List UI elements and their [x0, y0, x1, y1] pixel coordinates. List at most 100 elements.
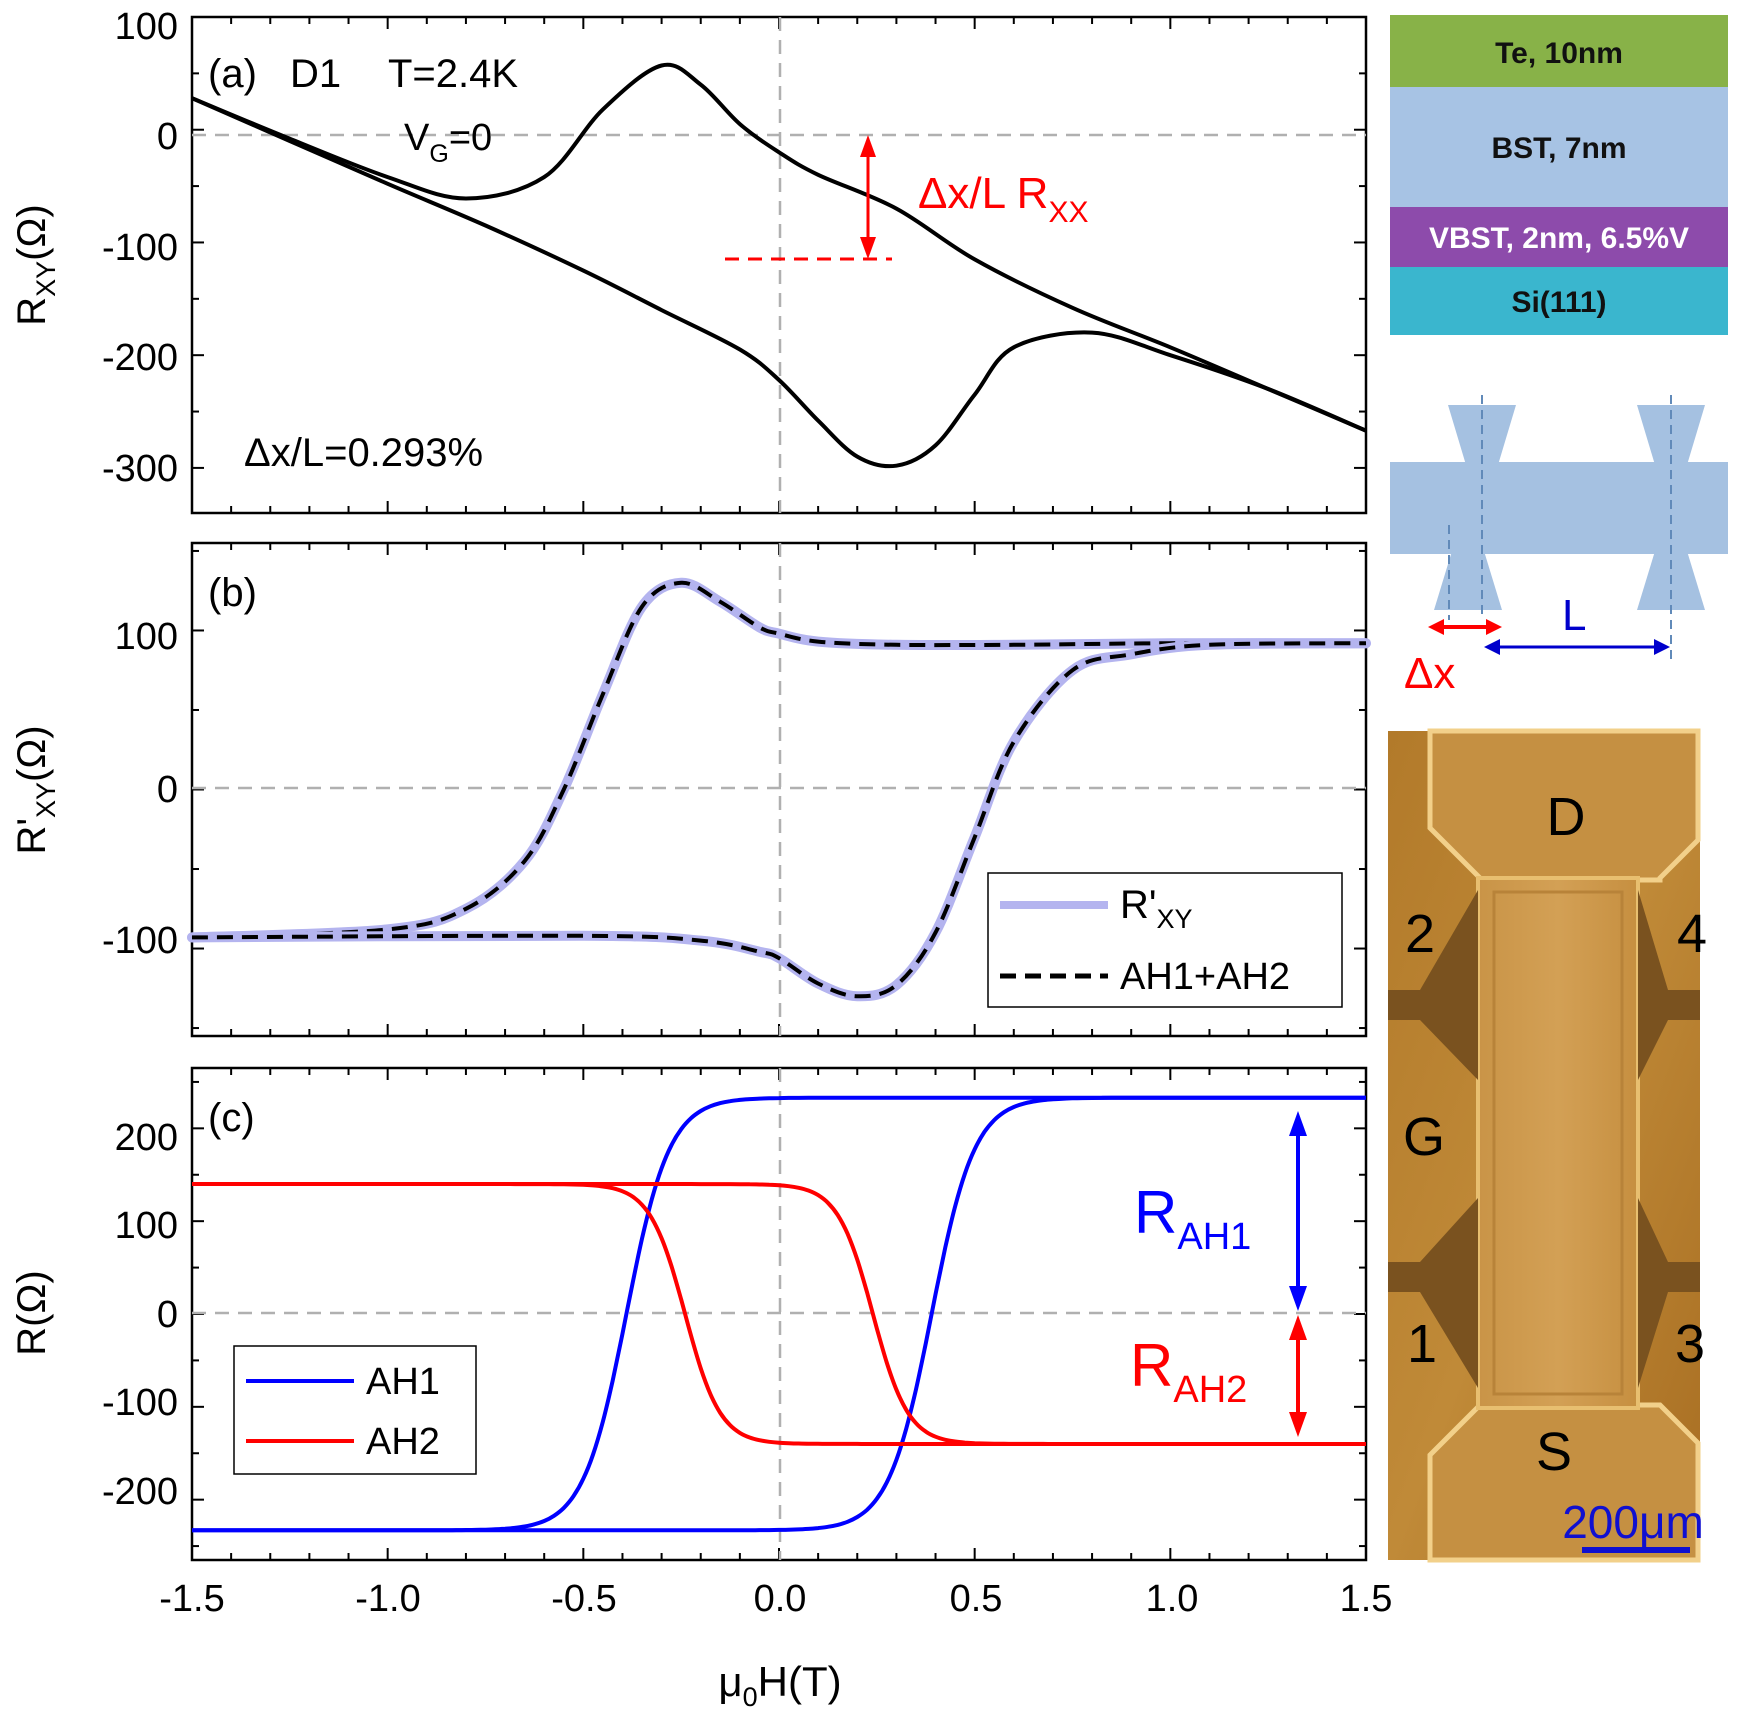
photo-pad-s: [1427, 1402, 1701, 1563]
xtick-1.0: 1.0: [1146, 1578, 1199, 1620]
photo-contact-2: [1388, 890, 1478, 1080]
panel-a-ytick-100: 100: [115, 6, 178, 48]
panel-a-offset-arrow: [725, 135, 892, 261]
series-ah2-up: [192, 1182, 1366, 1446]
layer-vbst-label: VBST, 2nm, 6.5%V: [1429, 222, 1689, 255]
series-ah-sum-1: [191, 641, 1367, 999]
panel-c-ah2-arrow: [1289, 1315, 1307, 1437]
panel-c-ytick-m100: -100: [102, 1382, 178, 1424]
panel-a-ticks: [191, 16, 1367, 513]
panel-c-ytick-0: 0: [157, 1294, 178, 1336]
panel-a-gate-prefix: V: [404, 117, 430, 159]
hallbar-body: [1390, 462, 1728, 554]
panel-c: 200 100 0 -100 -200 R(Ω) (c) RAH1 RAH2 A…: [10, 1066, 1368, 1562]
panel-a-gate-suffix: =0: [449, 117, 492, 159]
panel-b-ylabel-unit: (Ω): [10, 725, 54, 782]
panel-a-label: (a): [208, 52, 257, 96]
photo-contact-3: [1638, 1198, 1700, 1388]
photo-channel: [1476, 876, 1640, 1410]
panel-c-ytick-200: 200: [115, 1117, 178, 1159]
panel-a-ratio: Δx/L=0.293%: [244, 431, 483, 475]
panel-c-curves: [192, 1095, 1366, 1533]
panel-b-ylabel: R'XY(Ω): [10, 725, 61, 854]
panel-c-ytick-m200: -200: [102, 1471, 178, 1513]
panel-a-ytick-m300: -300: [102, 448, 178, 490]
legend-label-ah2: AH2: [366, 1421, 440, 1463]
panel-a-gate: VG=0: [404, 117, 492, 168]
schematic-dx-label: Δx: [1404, 649, 1455, 698]
panel-c-ah1-arrow: [1289, 1111, 1307, 1311]
legend-label-ah1: AH1: [366, 1361, 440, 1403]
panel-b-curves: [187, 577, 1371, 1002]
schematic-dx-arrow: [1428, 619, 1502, 635]
layer-si: [1390, 267, 1728, 335]
panel-a-ylabel-unit: (Ω): [10, 204, 54, 261]
photo-scale-bar-label: 200μm: [1562, 1496, 1704, 1548]
photo-pad-d: [1427, 728, 1701, 883]
panel-c-legend: AH1 AH2: [233, 1345, 477, 1475]
schematic-l-label: L: [1562, 591, 1586, 640]
xtick-1.5: 1.5: [1340, 1578, 1393, 1620]
panel-b-ytick-100: 100: [115, 616, 178, 658]
schematic-l-arrow: [1484, 639, 1670, 655]
panel-a-arrow-label-sub: XX: [1048, 196, 1088, 229]
panel-b-legend: R'XY AH1+AH2: [987, 872, 1343, 1008]
layer-stack: Te, 10nm BST, 7nm VBST, 2nm, 6.5%V Si(11…: [1390, 15, 1728, 335]
hallbar-contact-bottom-left: [1434, 551, 1502, 610]
panel-b-ylabel-main: R': [10, 818, 54, 855]
legend-label-rxy: R'XY: [1120, 883, 1193, 934]
layer-bst-label: BST, 7nm: [1491, 132, 1626, 165]
xtick-0.5: 0.5: [950, 1578, 1003, 1620]
panel-a-ylabel-main: R: [10, 297, 54, 326]
series-rxy-0: [191, 62, 1367, 433]
series-rxy-1: [191, 96, 1367, 469]
photo-label-g: G: [1403, 1107, 1445, 1167]
panel-a-gate-sub: G: [429, 140, 448, 168]
panel-b-label: (b): [208, 571, 257, 615]
panel-b-ylabel-sub: XY: [31, 782, 61, 818]
hallbar-contact-top-right: [1637, 405, 1705, 465]
photo-label-3: 3: [1675, 1314, 1705, 1374]
device-photo: D S 2 4 G 1 3 200μm: [1388, 728, 1707, 1563]
panel-c-ah1-label: RAH1: [1134, 1179, 1251, 1258]
panel-b-ytick-m100: -100: [102, 920, 178, 962]
panel-c-ylabel: R(Ω): [10, 1270, 54, 1355]
legend-label-sum: AH1+AH2: [1120, 956, 1290, 998]
xtick-m0.5: -0.5: [551, 1578, 616, 1620]
panel-b-ytick-0: 0: [157, 769, 178, 811]
layer-si-label: Si(111): [1511, 286, 1606, 319]
photo-contact-1: [1388, 1198, 1478, 1388]
photo-label-s: S: [1536, 1422, 1572, 1482]
x-axis: -1.5 -1.0 -0.5 0.0 0.5 1.0 1.5 μ0H(T): [159, 1578, 1392, 1712]
photo-contact-4: [1638, 890, 1700, 1080]
panel-b: 100 0 -100 R'XY(Ω) (b) R'XY AH1+AH2: [10, 541, 1371, 1038]
panel-a-ytick-0: 0: [157, 116, 178, 158]
panel-a-temperature: T=2.4K: [388, 52, 518, 96]
panel-a-device: D1: [290, 52, 341, 96]
panel-a-curves: [191, 62, 1367, 469]
xtick-m1.0: -1.0: [355, 1578, 420, 1620]
layer-te-label: Te, 10nm: [1495, 37, 1623, 70]
layer-bst: [1390, 87, 1728, 207]
series-ah1-up: [192, 1095, 1366, 1533]
xtick-0.0: 0.0: [754, 1578, 807, 1620]
hallbar-schematic: [1390, 395, 1728, 665]
panel-a-ylabel-sub: XY: [31, 261, 61, 297]
photo-label-2: 2: [1405, 904, 1435, 964]
panel-c-label: (c): [208, 1096, 255, 1140]
panel-a-arrow-label: Δx/L RXX: [918, 169, 1088, 229]
hallbar-contact-top-left: [1448, 405, 1516, 465]
layer-te: [1390, 15, 1728, 87]
layer-vbst: [1390, 207, 1728, 267]
series-ah-sum-0: [191, 580, 1367, 940]
photo-label-1: 1: [1407, 1314, 1437, 1374]
x-axis-label: μ0H(T): [718, 1658, 841, 1712]
xtick-m1.5: -1.5: [159, 1578, 224, 1620]
panel-a: 100 0 -100 -200 -300 RXY(Ω) (a) D1 T=2.4…: [10, 6, 1368, 515]
panel-c-ytick-100: 100: [115, 1205, 178, 1247]
panel-c-ah2-label: RAH2: [1130, 1332, 1247, 1411]
photo-label-d: D: [1547, 787, 1586, 847]
panel-a-arrow-label-main: Δx/L R: [918, 169, 1048, 218]
panel-a-ylabel: RXY(Ω): [10, 204, 61, 325]
